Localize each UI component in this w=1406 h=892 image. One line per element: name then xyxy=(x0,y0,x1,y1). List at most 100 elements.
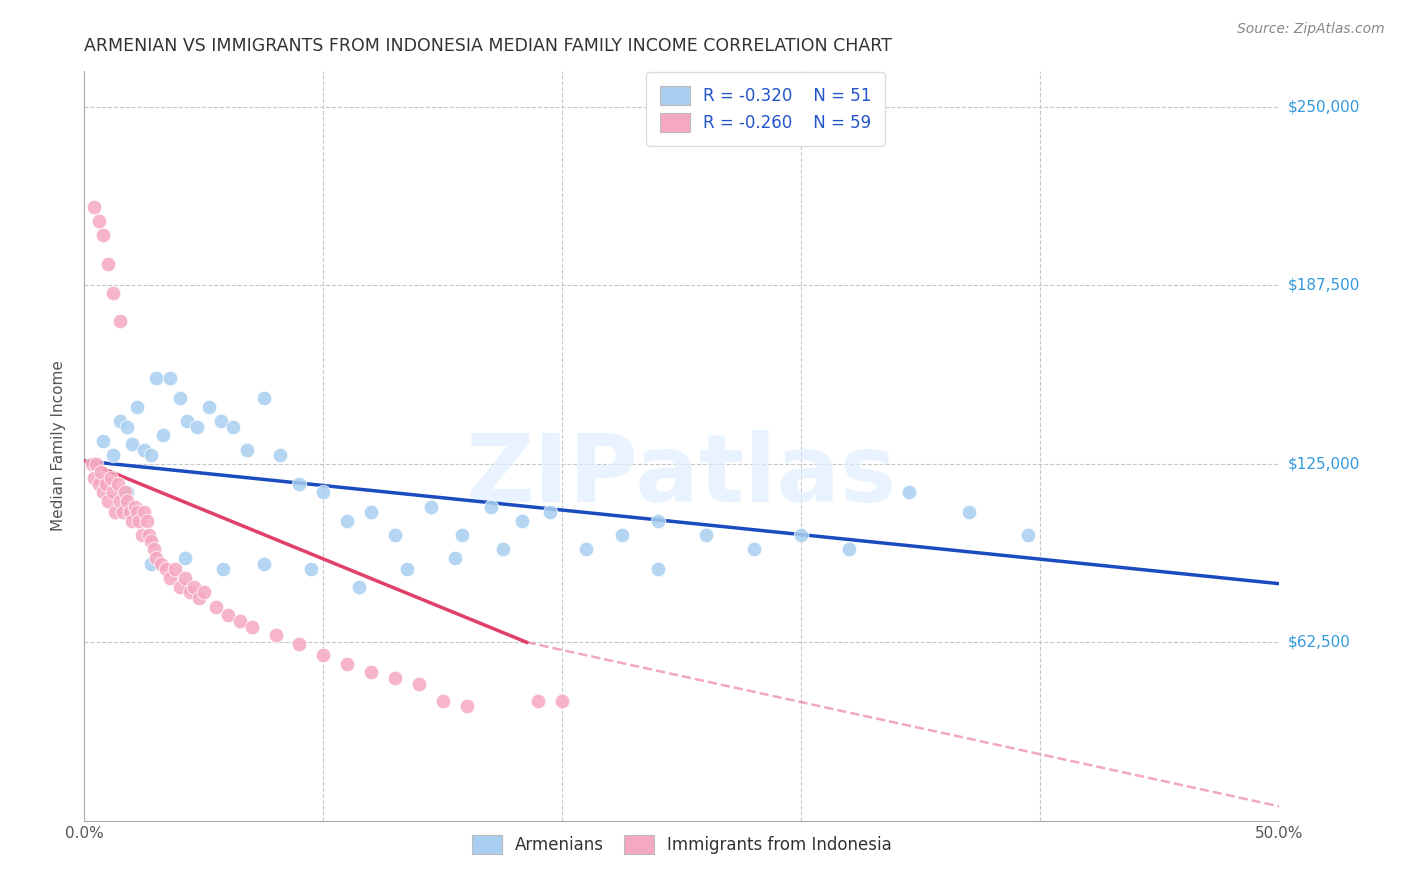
Point xyxy=(124,500,146,514)
Point xyxy=(209,414,232,428)
Point xyxy=(479,500,502,514)
Text: ZIPatlas: ZIPatlas xyxy=(467,430,897,522)
Point xyxy=(159,571,181,585)
Point xyxy=(240,619,263,633)
Point xyxy=(132,505,156,519)
Point xyxy=(205,599,228,614)
Point xyxy=(312,648,335,662)
Point xyxy=(145,371,167,385)
Point xyxy=(145,551,167,566)
Point xyxy=(165,562,187,576)
Point xyxy=(193,585,215,599)
Point xyxy=(349,580,371,594)
Point xyxy=(131,528,153,542)
Point xyxy=(176,414,198,428)
Point xyxy=(80,457,103,471)
Point xyxy=(83,200,105,214)
Point xyxy=(110,414,132,428)
Point xyxy=(87,476,110,491)
Point xyxy=(179,585,201,599)
Point xyxy=(575,542,598,557)
Legend: Armenians, Immigrants from Indonesia: Armenians, Immigrants from Indonesia xyxy=(465,829,898,861)
Point xyxy=(647,562,669,576)
Point xyxy=(456,699,478,714)
Point xyxy=(336,657,359,671)
Point xyxy=(117,485,139,500)
Point xyxy=(264,628,287,642)
Point xyxy=(288,476,311,491)
Point xyxy=(173,551,195,566)
Point xyxy=(142,542,165,557)
Point xyxy=(540,505,562,519)
Point xyxy=(117,419,139,434)
Point xyxy=(141,533,163,548)
Point xyxy=(360,665,382,680)
Point xyxy=(121,514,143,528)
Point xyxy=(790,528,813,542)
Point xyxy=(173,571,195,585)
Point xyxy=(432,694,454,708)
Point xyxy=(117,494,139,508)
Point xyxy=(118,505,141,519)
Point xyxy=(93,485,115,500)
Point xyxy=(420,500,443,514)
Point xyxy=(86,457,108,471)
Point xyxy=(93,228,115,243)
Point xyxy=(217,608,239,623)
Point xyxy=(957,505,980,519)
Point xyxy=(97,257,120,271)
Point xyxy=(97,494,120,508)
Point xyxy=(551,694,574,708)
Point xyxy=(253,391,276,405)
Point xyxy=(384,528,406,542)
Point xyxy=(155,562,177,576)
Point xyxy=(612,528,634,542)
Point xyxy=(301,562,323,576)
Text: $62,500: $62,500 xyxy=(1288,635,1351,649)
Point xyxy=(107,476,129,491)
Point xyxy=(94,476,117,491)
Point xyxy=(212,562,235,576)
Point xyxy=(101,285,124,300)
Point xyxy=(149,557,172,571)
Point xyxy=(336,514,359,528)
Point xyxy=(838,542,860,557)
Point xyxy=(384,671,406,685)
Text: Source: ZipAtlas.com: Source: ZipAtlas.com xyxy=(1237,22,1385,37)
Point xyxy=(125,505,148,519)
Point xyxy=(527,694,550,708)
Point xyxy=(101,485,124,500)
Point xyxy=(83,471,105,485)
Point xyxy=(128,514,150,528)
Point xyxy=(360,505,382,519)
Point xyxy=(169,580,191,594)
Point xyxy=(647,514,669,528)
Point xyxy=(742,542,765,557)
Point xyxy=(197,400,219,414)
Point xyxy=(132,442,156,457)
Text: $250,000: $250,000 xyxy=(1288,100,1360,114)
Point xyxy=(510,514,533,528)
Text: $187,500: $187,500 xyxy=(1288,278,1360,293)
Point xyxy=(110,494,132,508)
Point xyxy=(110,314,132,328)
Point xyxy=(898,485,921,500)
Point xyxy=(188,591,211,605)
Point xyxy=(104,505,127,519)
Point xyxy=(186,419,208,434)
Point xyxy=(152,428,174,442)
Point xyxy=(90,466,112,480)
Text: ARMENIAN VS IMMIGRANTS FROM INDONESIA MEDIAN FAMILY INCOME CORRELATION CHART: ARMENIAN VS IMMIGRANTS FROM INDONESIA ME… xyxy=(84,37,893,54)
Point xyxy=(125,400,148,414)
Point xyxy=(101,448,124,462)
Point xyxy=(111,505,134,519)
Point xyxy=(135,514,157,528)
Point xyxy=(444,551,467,566)
Point xyxy=(183,580,205,594)
Y-axis label: Median Family Income: Median Family Income xyxy=(51,360,66,532)
Point xyxy=(221,419,243,434)
Point xyxy=(269,448,291,462)
Point xyxy=(159,371,181,385)
Point xyxy=(408,676,430,690)
Point xyxy=(100,471,122,485)
